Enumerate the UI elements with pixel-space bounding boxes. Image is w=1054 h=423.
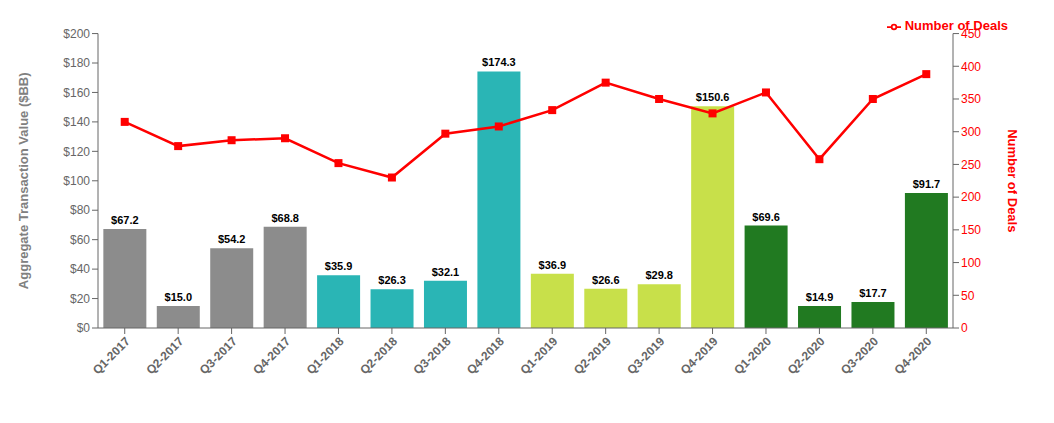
svg-text:Q2-2020: Q2-2020 (785, 334, 828, 377)
svg-text:300: 300 (961, 125, 981, 139)
svg-text:100: 100 (961, 256, 981, 270)
svg-text:Q4-2020: Q4-2020 (892, 334, 935, 377)
svg-text:Q1-2017: Q1-2017 (90, 334, 133, 377)
svg-text:Q4-2018: Q4-2018 (464, 334, 507, 377)
svg-text:$32.1: $32.1 (432, 266, 460, 278)
svg-text:$36.9: $36.9 (539, 259, 567, 271)
svg-text:$200: $200 (63, 27, 90, 41)
svg-text:$69.6: $69.6 (752, 211, 780, 223)
svg-text:Q2-2019: Q2-2019 (571, 334, 614, 377)
svg-text:Q3-2017: Q3-2017 (197, 334, 240, 377)
svg-text:$60: $60 (70, 233, 90, 247)
svg-text:$40: $40 (70, 262, 90, 276)
svg-text:$91.7: $91.7 (913, 178, 941, 190)
svg-text:Q1-2018: Q1-2018 (304, 334, 347, 377)
svg-text:Q3-2020: Q3-2020 (838, 334, 881, 377)
svg-text:$0: $0 (77, 321, 91, 335)
svg-text:Number of Deals: Number of Deals (1005, 129, 1020, 232)
svg-text:50: 50 (961, 289, 975, 303)
svg-text:350: 350 (961, 92, 981, 106)
svg-text:$26.6: $26.6 (592, 274, 620, 286)
svg-text:$67.2: $67.2 (111, 214, 139, 226)
svg-text:$120: $120 (63, 145, 90, 159)
svg-text:Q4-2017: Q4-2017 (250, 334, 293, 377)
svg-text:$15.0: $15.0 (165, 291, 193, 303)
svg-text:$160: $160 (63, 86, 90, 100)
svg-text:$54.2: $54.2 (218, 233, 246, 245)
svg-text:$140: $140 (63, 115, 90, 129)
svg-text:$35.9: $35.9 (325, 260, 353, 272)
svg-text:0: 0 (961, 321, 968, 335)
svg-text:$174.3: $174.3 (482, 56, 516, 68)
svg-text:$80: $80 (70, 203, 90, 217)
svg-text:$29.8: $29.8 (645, 269, 673, 281)
svg-text:450: 450 (961, 27, 981, 41)
svg-text:Q3-2018: Q3-2018 (411, 334, 454, 377)
svg-text:$150.6: $150.6 (696, 91, 730, 103)
svg-text:$17.7: $17.7 (859, 287, 887, 299)
svg-text:200: 200 (961, 190, 981, 204)
svg-text:$14.9: $14.9 (806, 291, 834, 303)
svg-text:Q3-2019: Q3-2019 (624, 334, 667, 377)
svg-text:Q2-2018: Q2-2018 (357, 334, 400, 377)
svg-text:$100: $100 (63, 174, 90, 188)
svg-text:$180: $180 (63, 56, 90, 70)
svg-text:150: 150 (961, 223, 981, 237)
svg-text:Aggregate Transaction Value ($: Aggregate Transaction Value ($BB) (16, 72, 31, 289)
svg-text:$68.8: $68.8 (271, 212, 299, 224)
svg-text:$26.3: $26.3 (378, 274, 406, 286)
svg-text:250: 250 (961, 158, 981, 172)
svg-text:Q1-2019: Q1-2019 (517, 334, 560, 377)
svg-text:Q4-2019: Q4-2019 (678, 334, 721, 377)
svg-text:$20: $20 (70, 292, 90, 306)
svg-text:Q1-2020: Q1-2020 (731, 334, 774, 377)
svg-text:Q2-2017: Q2-2017 (143, 334, 186, 377)
svg-text:400: 400 (961, 60, 981, 74)
